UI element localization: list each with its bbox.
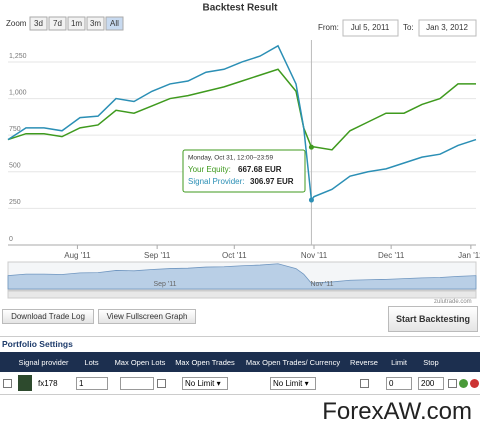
start-button[interactable]: Start Backtesting (388, 306, 478, 332)
tooltip-label: Signal Provider: (188, 177, 244, 186)
to-label: To: (403, 23, 414, 32)
provider-cell: fx178 (18, 374, 73, 392)
lots-cell: 1 (76, 374, 108, 392)
action-cell (446, 374, 480, 392)
zoom-label: Zoom (6, 19, 27, 28)
avatar (18, 375, 32, 391)
remove-icon[interactable] (469, 378, 479, 388)
ok-icon[interactable] (458, 378, 468, 388)
header-cell: Lots (73, 352, 111, 372)
to-date: Jan 3, 2012 (426, 23, 468, 32)
series-line (7, 44, 477, 202)
header-cell (0, 352, 15, 372)
tooltip-label: Your Equity: (188, 165, 231, 174)
x-tick-label: Nov '11 (301, 251, 328, 260)
x-tick-label: Sep '11 (144, 251, 171, 260)
tooltip-value: 306.97 EUR (250, 177, 294, 186)
zoom-button-label: 3d (34, 19, 43, 28)
section-title: Portfolio Settings (2, 339, 73, 349)
y-tick-label: 500 (9, 163, 21, 170)
navigator-label: Nov '11 (311, 281, 334, 288)
scrollbar[interactable] (7, 290, 477, 299)
header-cell: Reverse (346, 352, 383, 372)
header-cell: Max Open Lots (110, 352, 171, 372)
header-cell: Stop (416, 352, 447, 372)
zoom-button[interactable] (86, 16, 105, 31)
header-cell: Limit (382, 352, 417, 372)
header-cell (446, 352, 480, 372)
from-label: From: (318, 23, 339, 32)
header-cell: Signal provider (14, 352, 74, 372)
zoom-button-label: 3m (90, 19, 101, 28)
checkbox[interactable] (2, 378, 12, 388)
checkbox[interactable] (447, 378, 457, 388)
tooltip-box (182, 149, 306, 193)
from-date: Jul 5, 2011 (351, 23, 390, 32)
zoom-button-label: 7d (53, 19, 62, 28)
x-tick-label: Jan '12 (458, 251, 480, 260)
from-input[interactable] (342, 19, 399, 37)
zoom-button-label: All (110, 19, 119, 28)
fullscreen-button[interactable]: View Fullscreen Graph (98, 309, 196, 324)
value: No Limit (185, 378, 215, 388)
checkbox[interactable] (157, 378, 166, 388)
x-tick-label: Aug '11 (64, 251, 91, 260)
header-cell: Max Open Trades (170, 352, 241, 372)
max-trades-select[interactable]: No Limit ▾ (182, 376, 228, 390)
x-tick-label: Dec '11 (378, 251, 405, 260)
value: No Limit (273, 378, 303, 388)
tooltip: Monday, Oct 31, 12:00–23:59 Your Equity: 6… (182, 149, 306, 193)
currency-cell: No Limit ▾ (270, 374, 316, 392)
chart: Backtest Result Zoom From: Jul 5, 2011 T… (6, 3, 480, 299)
tooltip-value: 667.68 EUR (238, 165, 282, 174)
y-tick-label: 1,000 (9, 89, 27, 96)
navigator-area (7, 263, 477, 290)
label: Download Trade Log (11, 312, 85, 321)
limit-input[interactable]: 0 (386, 376, 412, 390)
hover-point (308, 144, 314, 150)
y-tick-label: 250 (9, 199, 21, 206)
series-line (7, 68, 476, 151)
stop-cell: 200 (418, 374, 444, 392)
provider: fx178 (38, 378, 58, 388)
x-tick-label: Oct '11 (222, 251, 247, 260)
label: View Fullscreen Graph (106, 312, 188, 321)
zoom-button[interactable] (105, 16, 124, 31)
y-tick-label: 0 (9, 236, 13, 243)
divider (0, 336, 480, 337)
zoom-button[interactable] (67, 16, 86, 31)
reverse-cell (358, 374, 370, 392)
checkbox[interactable] (359, 378, 369, 388)
to-input[interactable] (418, 19, 477, 37)
credit: zulutrade.com (434, 299, 472, 305)
header-cell: Max Open Trades/ Currency (240, 352, 347, 372)
download-button[interactable]: Download Trade Log (2, 309, 94, 324)
tooltip-date: Monday, Oct 31, 12:00–23:59 (188, 155, 274, 162)
divider (0, 394, 480, 395)
chart-title: Backtest Result (202, 3, 278, 14)
currency-select[interactable]: No Limit ▾ (270, 376, 316, 390)
max-lots-input[interactable] (120, 376, 154, 390)
y-tick-label: 750 (9, 126, 21, 133)
hover-point (308, 197, 314, 203)
zoom-button[interactable] (29, 16, 48, 31)
navigator-label: Sep '11 (153, 281, 176, 288)
zoom-button-label: 1m (71, 19, 82, 28)
limit-cell: 0 (386, 374, 412, 392)
y-tick-label: 1,250 (9, 53, 27, 60)
label: Start Backtesting (395, 314, 471, 324)
watermark: ForexAW.com (322, 398, 472, 425)
row-check[interactable] (2, 374, 12, 392)
max-trades-cell: No Limit ▾ (182, 374, 228, 392)
zoom-button[interactable] (48, 16, 67, 31)
stop-input[interactable]: 200 (418, 376, 444, 390)
lots-input[interactable]: 1 (76, 376, 108, 390)
max-lots-cell (118, 374, 168, 392)
